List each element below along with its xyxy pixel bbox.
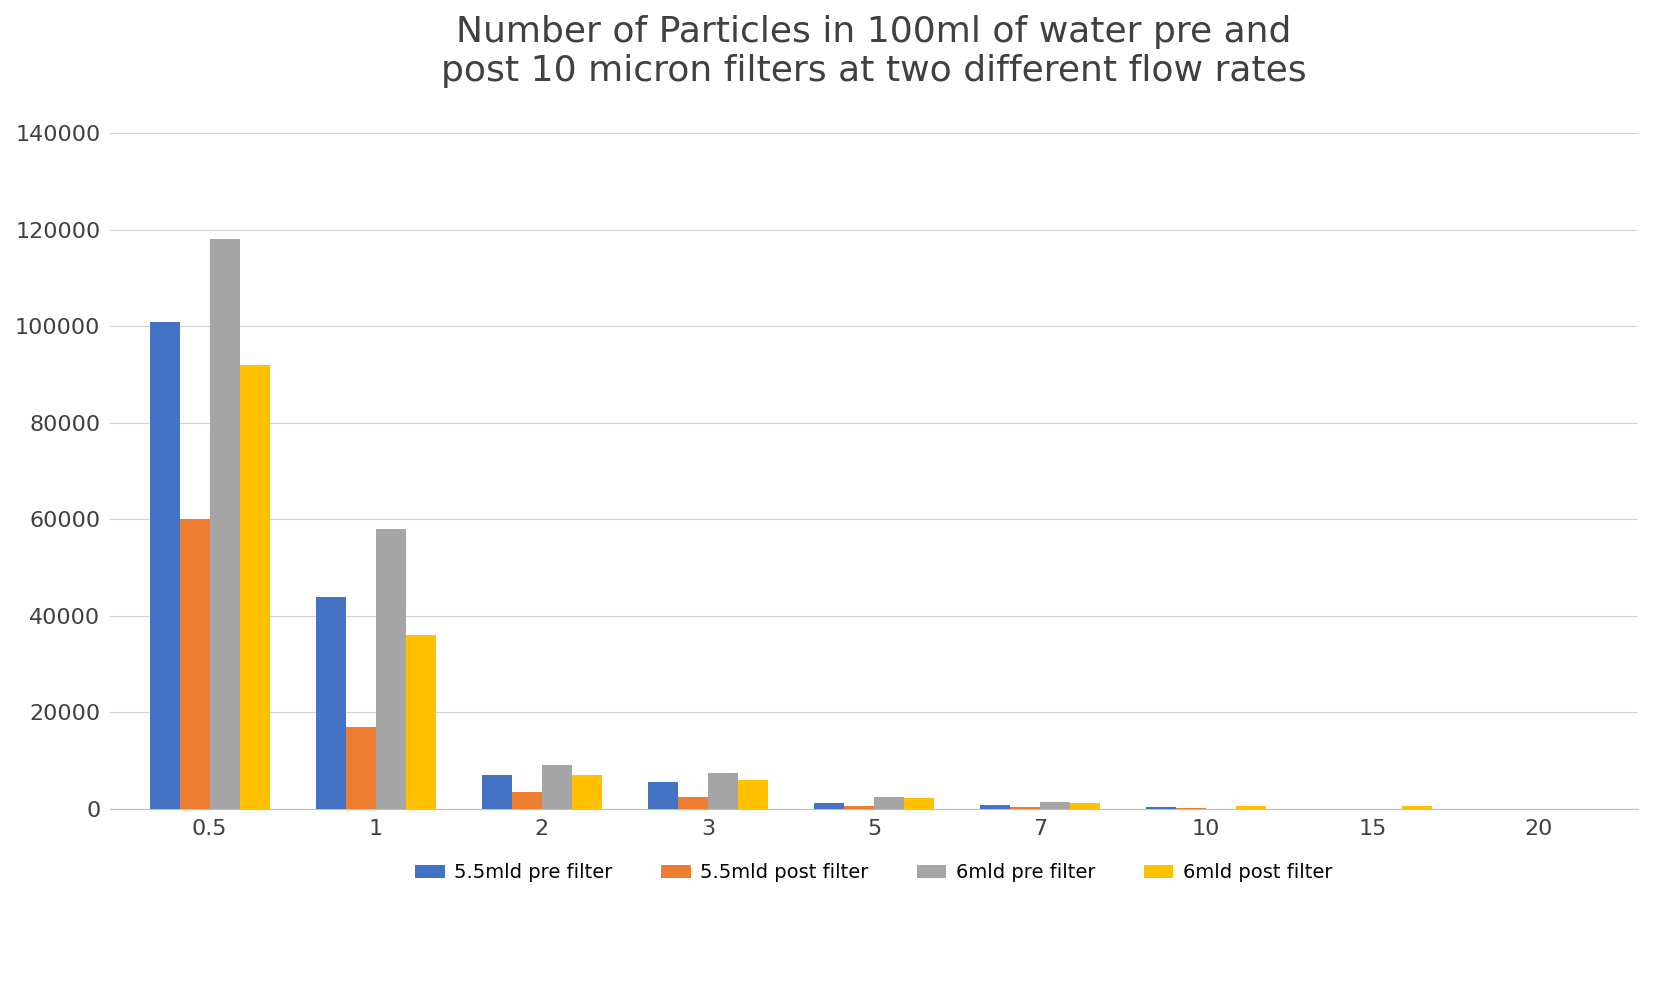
Bar: [815, 803, 845, 809]
Bar: [375, 529, 405, 809]
Bar: [150, 322, 180, 809]
Bar: [180, 519, 210, 809]
Bar: [678, 796, 707, 809]
Bar: [1402, 806, 1431, 809]
Bar: [572, 776, 602, 809]
Bar: [1069, 803, 1099, 809]
Bar: [542, 766, 572, 809]
Bar: [1040, 801, 1069, 809]
Bar: [980, 804, 1010, 809]
Bar: [405, 636, 436, 809]
Bar: [1147, 807, 1177, 809]
Bar: [240, 365, 269, 809]
Bar: [316, 597, 345, 809]
Bar: [345, 727, 375, 809]
Bar: [845, 805, 874, 809]
Bar: [210, 239, 240, 809]
Legend: 5.5mld pre filter, 5.5mld post filter, 6mld pre filter, 6mld post filter: 5.5mld pre filter, 5.5mld post filter, 6…: [408, 856, 1341, 890]
Bar: [1010, 807, 1040, 809]
Title: Number of Particles in 100ml of water pre and
post 10 micron filters at two diff: Number of Particles in 100ml of water pr…: [441, 15, 1308, 88]
Bar: [904, 798, 934, 809]
Bar: [874, 796, 904, 809]
Bar: [737, 780, 767, 809]
Bar: [512, 792, 542, 809]
Bar: [648, 782, 678, 809]
Bar: [483, 776, 512, 809]
Bar: [1236, 805, 1266, 809]
Bar: [707, 773, 737, 809]
